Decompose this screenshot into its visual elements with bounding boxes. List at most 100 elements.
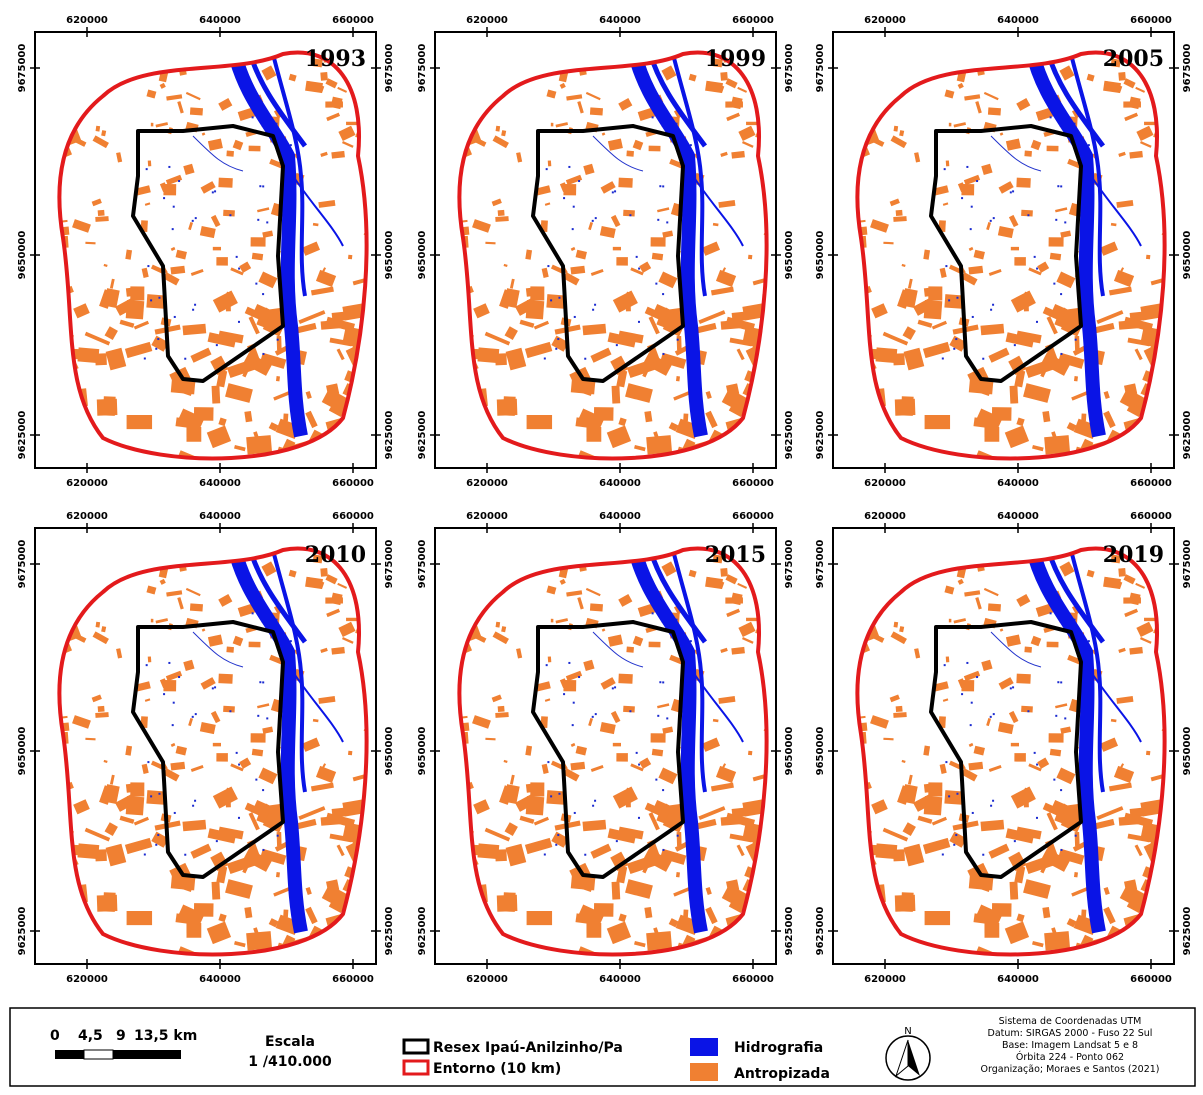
anthropized-label: Antropizada bbox=[734, 1066, 830, 1082]
scale-label: 13,5 km bbox=[134, 1028, 197, 1044]
y-tick-label: 9675000 bbox=[17, 540, 28, 589]
y-tick-label: 9625000 bbox=[815, 907, 826, 956]
x-tick-label: 660000 bbox=[732, 15, 774, 26]
x-tick-label: 640000 bbox=[997, 15, 1039, 26]
panel-year: 2019 bbox=[1103, 542, 1164, 568]
y-tick-label: 9625000 bbox=[784, 907, 795, 956]
map-panel: 2019 620000 620000 640000 640000 660000 660000… bbox=[815, 511, 1193, 985]
y-tick-label: 9675000 bbox=[1182, 44, 1193, 93]
x-tick-label: 660000 bbox=[332, 15, 374, 26]
buffer-label: Entorno (10 km) bbox=[433, 1061, 561, 1077]
y-tick-label: 9675000 bbox=[17, 44, 28, 93]
x-tick-label: 640000 bbox=[599, 511, 641, 522]
x-tick-label: 640000 bbox=[997, 974, 1039, 985]
y-tick-label: 9650000 bbox=[417, 231, 428, 280]
legend: 0 4,5 9 13,5 km Escala 1 /410.000 Resex … bbox=[10, 1008, 1195, 1086]
y-tick-label: 9650000 bbox=[784, 231, 795, 280]
x-tick-label: 660000 bbox=[732, 974, 774, 985]
y-tick-label: 9675000 bbox=[784, 540, 795, 589]
x-tick-label: 620000 bbox=[66, 15, 108, 26]
y-tick-label: 9650000 bbox=[815, 231, 826, 280]
map-panel: 2010 620000 620000 640000 640000 660000 660000… bbox=[17, 511, 395, 985]
x-tick-label: 620000 bbox=[864, 15, 906, 26]
map-figure: 1993 620000 620000 640000 640000 660000 660000… bbox=[0, 0, 1203, 1091]
y-tick-label: 9625000 bbox=[17, 907, 28, 956]
credit: Sistema de Coordenadas UTM bbox=[999, 1016, 1142, 1027]
y-tick-label: 9650000 bbox=[417, 727, 428, 776]
x-tick-label: 660000 bbox=[1130, 15, 1172, 26]
y-tick-label: 9675000 bbox=[815, 540, 826, 589]
x-tick-label: 620000 bbox=[864, 478, 906, 489]
y-tick-label: 9625000 bbox=[384, 411, 395, 460]
x-tick-label: 620000 bbox=[466, 15, 508, 26]
y-tick-label: 9675000 bbox=[417, 44, 428, 93]
x-tick-label: 640000 bbox=[199, 974, 241, 985]
north-label: N bbox=[904, 1026, 911, 1037]
x-tick-label: 620000 bbox=[864, 511, 906, 522]
x-tick-label: 660000 bbox=[732, 478, 774, 489]
x-tick-label: 660000 bbox=[1130, 478, 1172, 489]
y-tick-label: 9625000 bbox=[784, 411, 795, 460]
y-tick-label: 9675000 bbox=[417, 540, 428, 589]
x-tick-label: 660000 bbox=[332, 974, 374, 985]
anthropized-swatch bbox=[690, 1063, 718, 1081]
x-tick-label: 620000 bbox=[466, 974, 508, 985]
y-tick-label: 9625000 bbox=[17, 411, 28, 460]
y-tick-label: 9650000 bbox=[17, 231, 28, 280]
y-tick-label: 9650000 bbox=[784, 727, 795, 776]
scale-label: 4,5 bbox=[78, 1028, 103, 1044]
y-tick-label: 9650000 bbox=[384, 727, 395, 776]
x-tick-label: 660000 bbox=[332, 478, 374, 489]
y-tick-label: 9625000 bbox=[1182, 411, 1193, 460]
x-tick-label: 640000 bbox=[599, 478, 641, 489]
x-tick-label: 640000 bbox=[599, 974, 641, 985]
x-tick-label: 640000 bbox=[199, 478, 241, 489]
y-tick-label: 9650000 bbox=[1182, 727, 1193, 776]
x-tick-label: 660000 bbox=[1130, 511, 1172, 522]
panel-year: 1993 bbox=[305, 46, 366, 72]
x-tick-label: 620000 bbox=[66, 478, 108, 489]
y-tick-label: 9625000 bbox=[815, 411, 826, 460]
panel-year: 2005 bbox=[1103, 46, 1164, 72]
x-tick-label: 640000 bbox=[599, 15, 641, 26]
scale-title: Escala bbox=[265, 1034, 315, 1050]
panels: 1993 620000 620000 640000 640000 660000 660000… bbox=[17, 15, 1193, 985]
water-label: Hidrografia bbox=[734, 1040, 823, 1056]
y-tick-label: 9625000 bbox=[417, 907, 428, 956]
x-tick-label: 640000 bbox=[199, 511, 241, 522]
y-tick-label: 9650000 bbox=[815, 727, 826, 776]
x-tick-label: 620000 bbox=[466, 478, 508, 489]
x-tick-label: 620000 bbox=[66, 511, 108, 522]
x-tick-label: 660000 bbox=[332, 511, 374, 522]
y-tick-label: 9675000 bbox=[815, 44, 826, 93]
map-panel: 1999 620000 620000 640000 640000 660000 660000… bbox=[417, 15, 795, 489]
credit: Base: Imagem Landsat 5 e 8 bbox=[1002, 1040, 1138, 1051]
panel-year: 1999 bbox=[705, 46, 766, 72]
reserve-label: Resex Ipaú-Anilzinho/Pa bbox=[433, 1040, 623, 1056]
x-tick-label: 620000 bbox=[66, 974, 108, 985]
scale-bar bbox=[55, 1050, 181, 1059]
scale-ratio: 1 /410.000 bbox=[248, 1054, 332, 1070]
y-tick-label: 9625000 bbox=[384, 907, 395, 956]
map-panel: 1993 620000 620000 640000 640000 660000 660000… bbox=[17, 15, 395, 489]
x-tick-label: 640000 bbox=[997, 511, 1039, 522]
y-tick-label: 9675000 bbox=[384, 540, 395, 589]
x-tick-label: 640000 bbox=[199, 15, 241, 26]
credit: Organização; Moraes e Santos (2021) bbox=[981, 1064, 1160, 1075]
map-panel: 2005 620000 620000 640000 640000 660000 660000… bbox=[815, 15, 1193, 489]
x-tick-label: 660000 bbox=[732, 511, 774, 522]
panel-year: 2015 bbox=[705, 542, 766, 568]
map-panel: 2015 620000 620000 640000 640000 660000 660000… bbox=[417, 511, 795, 985]
x-tick-label: 640000 bbox=[997, 478, 1039, 489]
y-tick-label: 9675000 bbox=[784, 44, 795, 93]
x-tick-label: 660000 bbox=[1130, 974, 1172, 985]
credit: Datum: SIRGAS 2000 - Fuso 22 Sul bbox=[988, 1028, 1153, 1039]
x-tick-label: 620000 bbox=[864, 974, 906, 985]
panel-year: 2010 bbox=[305, 542, 366, 568]
x-tick-label: 620000 bbox=[466, 511, 508, 522]
y-tick-label: 9650000 bbox=[1182, 231, 1193, 280]
y-tick-label: 9675000 bbox=[1182, 540, 1193, 589]
scale-label: 0 bbox=[50, 1028, 60, 1044]
y-tick-label: 9650000 bbox=[384, 231, 395, 280]
y-tick-label: 9625000 bbox=[417, 411, 428, 460]
